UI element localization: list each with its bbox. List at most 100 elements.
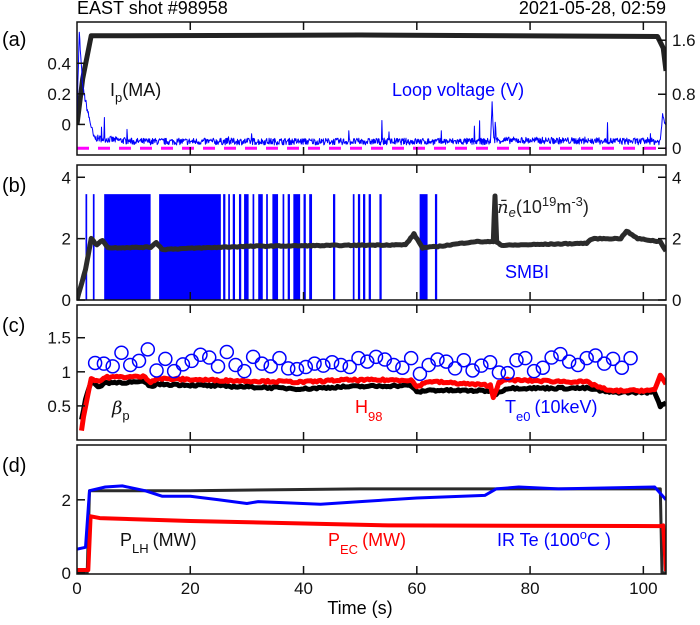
plot-frame: [76, 164, 667, 301]
te0-point: [237, 363, 252, 379]
te0-point: [553, 346, 568, 362]
te0-point: [465, 363, 480, 378]
loop-voltage-v--series: [77, 31, 666, 146]
te0-point: [193, 347, 208, 363]
te0-point: [228, 357, 243, 373]
smbi-pulse: [92, 194, 95, 300]
te0-label: Te0 (10keV): [505, 397, 598, 424]
x-axis-label: Time (s): [327, 598, 392, 618]
y-tick-label-left: 2: [62, 491, 71, 510]
te0-point: [395, 360, 410, 375]
plot-area: [77, 193, 666, 300]
h98-label: H98: [355, 397, 382, 424]
te0-point: [570, 357, 586, 373]
te0-point: [509, 352, 524, 368]
x-tick-label: 40: [294, 579, 313, 598]
panel-d: (d)020 20 40 60 80 100: [2, 444, 667, 598]
y-tick-label-left: 0.4: [47, 54, 71, 73]
te0-point: [272, 350, 287, 366]
te0-point: [316, 358, 331, 373]
plot-area: [79, 342, 666, 431]
smbi-pulse: [85, 194, 88, 300]
te0-point: [500, 365, 515, 381]
te0-point: [131, 353, 147, 369]
te0-point: [114, 345, 129, 360]
te0-point: [324, 355, 340, 370]
te0-point: [412, 366, 428, 382]
y-tick-label-left: 0.5: [47, 397, 71, 416]
panel-letter: (a): [2, 29, 26, 51]
ne-label: n̄e(1019m-3): [497, 194, 589, 220]
y-tick-label-right: 2: [672, 230, 681, 249]
te0-point: [210, 359, 226, 374]
panel-b: (b) 0 2 4 0 2 4: [2, 164, 681, 310]
te0-point: [535, 360, 551, 375]
te0-point: [166, 363, 182, 379]
te0-point: [526, 363, 542, 379]
y-tick-label-left: 4: [62, 168, 71, 187]
te0-point: [254, 356, 270, 371]
te0-point: [447, 361, 463, 376]
x-tick-label: 100: [629, 579, 657, 598]
te0-point: [333, 357, 349, 373]
te0-point: [456, 352, 472, 368]
panel-letter: (c): [2, 315, 25, 337]
plh-label: PLH (MW): [120, 530, 197, 556]
te0-point: [386, 357, 401, 373]
panel-letter: (d): [2, 455, 26, 477]
y-tick-label-right: 0.8: [672, 85, 696, 104]
smbi-label: SMBI: [505, 262, 549, 282]
ir-te-label: IR Te (100oC ): [497, 527, 611, 550]
te0-point: [201, 350, 217, 365]
te0-point: [403, 350, 419, 366]
y-tick-label-left: 2: [62, 230, 71, 249]
panel-a: (a) 0 0.2 0.4 0 0.8 1.6: [2, 21, 696, 158]
plot-area: [77, 31, 666, 150]
x-tick-label: 0: [72, 579, 81, 598]
te0-point: [245, 349, 261, 365]
te0-point: [368, 349, 384, 365]
te0-point: [96, 356, 112, 371]
te0-point: [614, 360, 630, 375]
te0-point: [298, 359, 314, 375]
te0-point: [289, 361, 305, 377]
te0-point: [544, 350, 559, 365]
y-tick-label-left: 0.2: [47, 85, 71, 104]
x-tick-label: 80: [521, 579, 540, 598]
te0-point: [579, 350, 594, 366]
panel-c: (c) 0.5 1 1.5: [2, 304, 667, 441]
loop-voltage-label: Loop voltage (V): [392, 80, 524, 100]
te0-point: [588, 348, 603, 363]
te0-point: [439, 354, 454, 369]
te0-point: [158, 351, 173, 367]
plot-frame: [76, 444, 667, 575]
te0-point: [605, 351, 621, 367]
te0-point: [430, 352, 445, 367]
y-tick-label-right: 0: [672, 139, 681, 158]
plot-frame: [76, 21, 667, 156]
y-tick-label-right: 4: [672, 168, 681, 187]
y-tick-label-right: 0: [672, 291, 681, 310]
te0-point: [122, 357, 138, 373]
te0-point: [351, 350, 366, 366]
ip-label: Ip(MA): [110, 80, 161, 105]
te0-point: [360, 354, 375, 369]
h98-series: [79, 372, 666, 431]
beta-p-label: βp: [111, 398, 130, 423]
y-tick-label-left: 1: [62, 363, 71, 382]
panel-letter: (b): [2, 175, 26, 197]
figure-date: 2021-05-28, 02:59: [519, 0, 666, 18]
y-tick-label-left: 0: [62, 564, 71, 583]
te0-point: [175, 357, 191, 372]
te0-point: [623, 350, 638, 366]
te0-point: [263, 359, 278, 374]
te0-point: [149, 363, 164, 378]
te0-point: [219, 344, 235, 360]
x-tick-label: 60: [407, 579, 426, 598]
x-tick-label: 20: [181, 579, 200, 598]
figure-title: EAST shot #98958: [77, 0, 228, 18]
ip-series: [77, 32, 666, 125]
pec-label: PEC (MW): [328, 530, 406, 557]
te0-point: [87, 355, 103, 371]
